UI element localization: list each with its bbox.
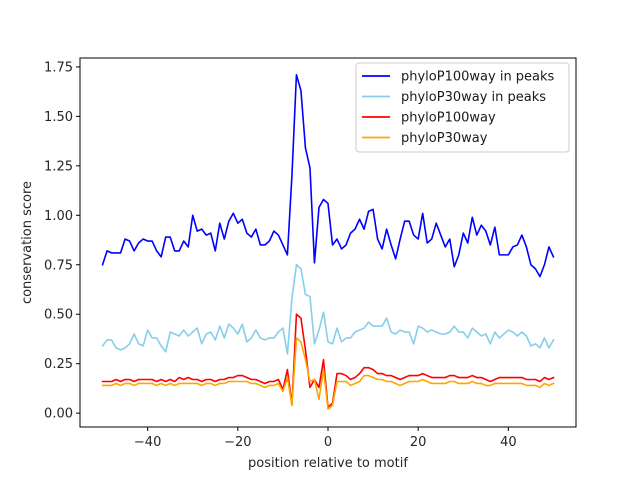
y-tick-label: 1.75 [44,60,73,75]
y-tick-label: 0.50 [44,308,73,323]
x-tick-label: −20 [224,435,251,450]
legend-label-3: phyloP100way [401,111,496,126]
legend-label-1: phyloP100way in peaks [401,70,555,85]
series-line-1 [101,74,555,278]
series-layer [101,74,555,410]
y-axis: 0.00 0.25 0.50 0.75 1.00 1.25 1.50 1.75 [44,60,80,422]
x-axis-label: position relative to motif [248,456,408,471]
series-line-3 [101,313,555,409]
y-tick-label: 0.00 [44,407,73,422]
y-tick-label: 0.25 [44,357,73,372]
y-tick-label: 1.25 [44,159,73,174]
legend-label-2: phyloP30way in peaks [401,90,546,105]
x-tick-label: −40 [134,435,161,450]
legend-frame [355,62,570,153]
x-tick-label: 0 [324,435,332,450]
series-line-2 [101,263,555,355]
y-tick-label: 0.75 [44,258,73,273]
series-line-4 [101,337,555,410]
y-axis-label: conservation score [20,181,35,304]
y-tick-label: 1.50 [44,110,73,125]
x-tick-label: 20 [410,435,427,450]
x-axis: −40 −20 0 20 40 [134,427,517,450]
x-tick-label: 40 [500,435,517,450]
legend-label-4: phyloP30way [401,131,488,146]
y-tick-label: 1.00 [44,209,73,224]
legend: phyloP100way in peaks phyloP30way in peak… [355,62,570,153]
